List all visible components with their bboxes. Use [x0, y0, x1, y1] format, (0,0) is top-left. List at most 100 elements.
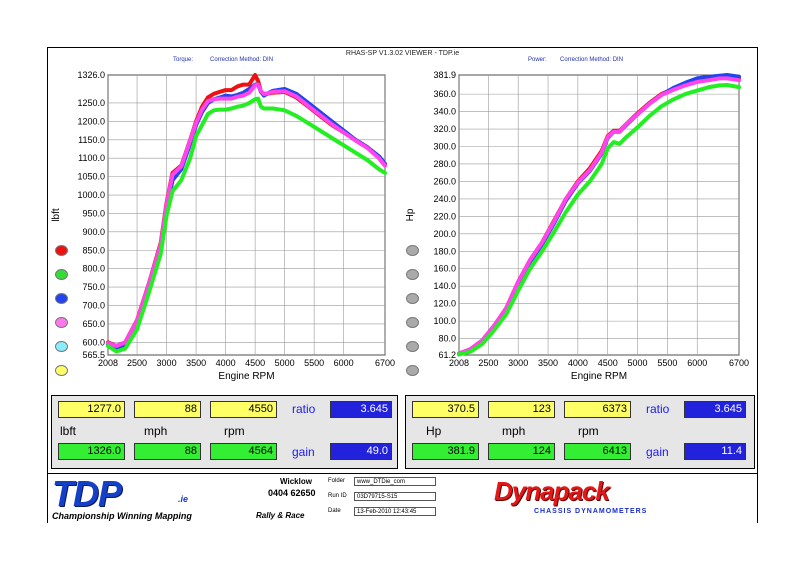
legend-dot-1[interactable] [55, 245, 68, 256]
power-readout-value-1: 370.5 [412, 401, 479, 418]
run-id-label: Run ID [328, 493, 347, 499]
legend-dot-2[interactable] [55, 269, 68, 280]
torque-chart: 2008 2500 3000 3500 4000 4500 5000 5500 6000 6700… [51, 70, 395, 382]
x-tick-label: 5500 [657, 358, 677, 368]
y-tick-label: 650.0 [82, 319, 105, 329]
y-axis-label: lbft [51, 208, 62, 222]
location-text: Wicklow [280, 477, 312, 486]
x-tick-label: 5000 [628, 358, 648, 368]
speed-readout-value-2: 88 [134, 443, 201, 460]
unit-label-mph: mph [144, 424, 168, 438]
window-title: RHAS-SP V1.3.02 VIEWER - TDP.ie [345, 50, 460, 57]
y-tick-label: 200.0 [433, 229, 456, 239]
x-tick-label: 3000 [508, 358, 528, 368]
series-line-4 [457, 83, 741, 357]
gain-label: gain [646, 445, 669, 459]
y-tick-label: 1200.0 [77, 116, 105, 126]
rpm-readout-value-1: 4550 [210, 401, 277, 418]
x-tick-label: 6000 [687, 358, 707, 368]
speed-readout-value-1: 88 [134, 401, 201, 418]
legend-dot-3[interactable] [406, 293, 419, 304]
torque-readout-value-2: 1326.0 [58, 443, 125, 460]
gain-value: 49.0 [330, 443, 392, 460]
power-readout-panel: 370.5 123 6373 ratio 3.645 Hp mph rpm 38… [405, 395, 755, 469]
x-tick-label: 4500 [245, 358, 265, 368]
legend-dot-3[interactable] [55, 293, 68, 304]
legend-dot-6[interactable] [55, 365, 68, 376]
y-axis-label: Hp [405, 208, 416, 221]
legend-dot-4[interactable] [55, 317, 68, 328]
power-subtitle: Power: [528, 57, 547, 63]
x-tick-label: 3500 [186, 358, 206, 368]
footer: TDP .ie Championship Winning Mapping Ral… [48, 473, 757, 523]
unit-label-rpm: rpm [224, 424, 245, 438]
power-correction: Correction Method: DIN [560, 57, 624, 63]
torque-correction: Correction Method: DIN [210, 57, 274, 63]
y-tick-label: 1000.0 [77, 190, 105, 200]
dynapack-logo: Dynapack [494, 476, 610, 506]
rpm-readout-value-2: 4564 [210, 443, 277, 460]
y-tick-label: 950.0 [82, 208, 105, 218]
power-readout-value-2: 381.9 [412, 443, 479, 460]
y-tick-label: 800.0 [82, 264, 105, 274]
y-tick-label: 280.0 [433, 159, 456, 169]
x-tick-label: 2008 [449, 358, 469, 368]
y-tick-label: 1150.0 [78, 135, 105, 145]
x-tick-label: 3500 [538, 358, 558, 368]
y-tick-label: 180.0 [433, 246, 456, 256]
y-tick-label: 320.0 [433, 124, 456, 134]
y-tick-label: 140.0 [433, 281, 456, 291]
y-tick-label: 120.0 [433, 299, 456, 309]
y-tick-label: 300.0 [433, 142, 456, 152]
torque-readout-panel: 1277.0 88 4550 ratio 3.645 lbft mph rpm … [51, 395, 398, 469]
legend-dot-6[interactable] [406, 365, 419, 376]
y-tick-label: 565.5 [82, 350, 105, 360]
legend-dot-5[interactable] [406, 341, 419, 352]
torque-readout-value-1: 1277.0 [58, 401, 125, 418]
legend-dot-4[interactable] [406, 317, 419, 328]
y-tick-label: 80.0 [438, 334, 456, 344]
dyno-window: RHAS-SP V1.3.02 VIEWER - TDP.ie Torque: … [47, 47, 758, 523]
torque-subtitle: Torque: [173, 57, 194, 63]
x-tick-label: 2008 [98, 358, 118, 368]
folder-label: Folder [328, 478, 346, 484]
legend-dot-1[interactable] [406, 245, 419, 256]
x-tick-label: 6700 [729, 358, 749, 368]
rpm-readout-value-1: 6373 [564, 401, 631, 418]
unit-label-hp: Hp [426, 424, 442, 438]
dynapack-subtitle: CHASSIS DYNAMOMETERS [534, 508, 648, 515]
y-tick-label: 220.0 [433, 211, 456, 221]
x-tick-label: 4000 [216, 358, 236, 368]
y-tick-label: 1050.0 [77, 172, 105, 182]
y-tick-label: 700.0 [82, 300, 105, 310]
run-id-field: 03D79715-S15 [354, 492, 436, 501]
legend-dot-5[interactable] [55, 341, 68, 352]
date-label: Date [328, 508, 341, 514]
x-tick-label: 3000 [157, 358, 177, 368]
unit-label-rpm: rpm [578, 424, 599, 438]
x-tick-label: 4500 [598, 358, 618, 368]
legend-dot-2[interactable] [406, 269, 419, 280]
date-field: 13-Feb-2010 12:43:45 [354, 507, 436, 516]
y-tick-label: 600.0 [82, 337, 105, 347]
y-tick-label: 260.0 [433, 176, 456, 186]
series-line-3 [457, 76, 741, 356]
x-tick-label: 5500 [304, 358, 324, 368]
unit-label-lbft: lbft [60, 424, 77, 438]
x-tick-label: 2500 [127, 358, 147, 368]
tagline: Championship Winning Mapping [52, 511, 192, 521]
y-tick-label: 850.0 [82, 245, 105, 255]
y-tick-label: 360.0 [433, 89, 456, 99]
speed-readout-value-1: 123 [488, 401, 555, 418]
gain-label: gain [292, 445, 315, 459]
speed-readout-value-2: 124 [488, 443, 555, 460]
y-tick-label: 381.9 [433, 70, 456, 80]
y-tick-label: 900.0 [82, 227, 105, 237]
y-tick-label: 340.0 [433, 107, 456, 117]
x-axis-label: Engine RPM [571, 371, 627, 382]
rpm-readout-value-2: 6413 [564, 443, 631, 460]
ratio-label: ratio [646, 402, 670, 416]
ratio-value: 3.645 [684, 401, 746, 418]
x-tick-label: 5000 [275, 358, 295, 368]
x-tick-label: 6700 [375, 358, 395, 368]
